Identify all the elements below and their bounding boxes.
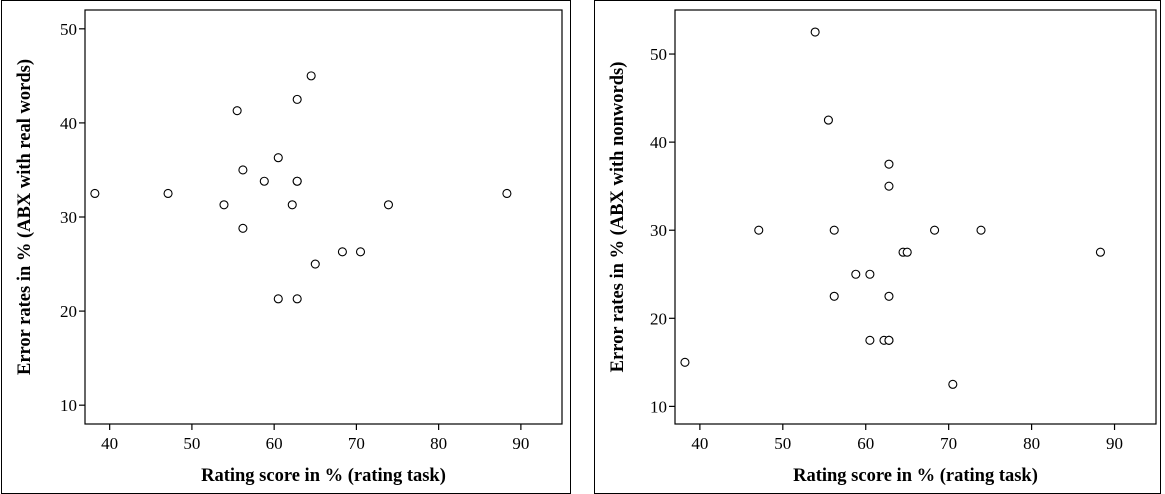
scatter-point <box>829 291 839 301</box>
y-tick-label: 40 <box>60 114 77 133</box>
scatter-point <box>884 291 894 301</box>
scatter-point <box>902 247 912 257</box>
x-axis-title: Rating score in % (rating task) <box>201 466 446 486</box>
x-tick-label: 60 <box>857 434 874 453</box>
scatter-point <box>238 223 248 233</box>
scatter-point <box>851 269 861 279</box>
y-tick-label: 40 <box>650 133 667 152</box>
x-tick-label: 40 <box>691 434 708 453</box>
scatter-point <box>337 247 347 257</box>
scatter-point <box>292 94 302 104</box>
x-tick-label: 90 <box>512 434 529 453</box>
scatter-point <box>948 379 958 389</box>
x-tick-label: 90 <box>1106 434 1123 453</box>
plot-frame <box>674 9 1157 425</box>
scatter-point <box>680 357 690 367</box>
scatter-panel-real-words: 40 50 60 70 80 90 10 20 30 40 50 Rating score in % … <box>1 0 571 494</box>
scatter-point <box>884 335 894 345</box>
y-tick-label: 20 <box>60 302 77 321</box>
scatter-point <box>310 259 320 269</box>
x-axis-title: Rating score in % (rating task) <box>793 466 1038 486</box>
x-tick-label: 50 <box>774 434 791 453</box>
y-tick-label: 30 <box>650 221 667 240</box>
scatter-point <box>823 115 833 125</box>
scatter-point <box>232 106 242 116</box>
scatter-point <box>355 247 366 257</box>
x-tick-label: 50 <box>183 434 200 453</box>
scatter-point <box>884 181 894 191</box>
scatter-point <box>865 335 875 345</box>
scatter-point <box>163 188 173 199</box>
x-tick-label: 80 <box>430 434 447 453</box>
scatter-point <box>502 188 512 199</box>
scatter-point <box>292 294 302 304</box>
y-tick-label: 20 <box>650 309 667 328</box>
x-tick-label: 40 <box>101 434 118 453</box>
scatter-point <box>976 225 986 235</box>
scatter-point <box>238 165 248 175</box>
y-tick-label: 30 <box>60 208 77 227</box>
y-axis-title: Error rates in % (ABX with real words) <box>15 59 35 375</box>
scatter-point <box>865 269 875 279</box>
scatter-point <box>273 153 283 163</box>
y-tick-label: 50 <box>650 45 667 64</box>
scatter-point <box>219 200 229 210</box>
scatter-point <box>1095 247 1105 257</box>
plot-frame <box>84 9 563 425</box>
y-axis-title: Error rates in % (ABX with nonwords) <box>608 62 628 373</box>
y-tick-label: 10 <box>650 397 667 416</box>
scatter-point <box>884 159 894 169</box>
x-tick-label: 60 <box>266 434 283 453</box>
x-tick-label: 80 <box>1023 434 1040 453</box>
scatter-point <box>287 200 297 210</box>
x-tick-label: 70 <box>348 434 365 453</box>
scatter-point <box>754 225 764 235</box>
scatter-point <box>90 188 100 199</box>
scatter-point <box>829 225 839 235</box>
y-tick-label: 50 <box>60 20 77 39</box>
y-tick-label: 10 <box>60 396 77 415</box>
scatter-point <box>259 176 269 186</box>
scatter-point <box>810 27 820 37</box>
scatter-point <box>273 294 283 304</box>
x-tick-label: 70 <box>940 434 957 453</box>
scatter-point <box>306 71 316 81</box>
scatter-point <box>930 225 940 235</box>
scatter-point <box>292 176 302 186</box>
scatter-point <box>383 200 394 210</box>
scatter-panel-nonwords: 40 50 60 70 80 90 10 20 30 40 50 Rating score in % … <box>594 0 1161 494</box>
